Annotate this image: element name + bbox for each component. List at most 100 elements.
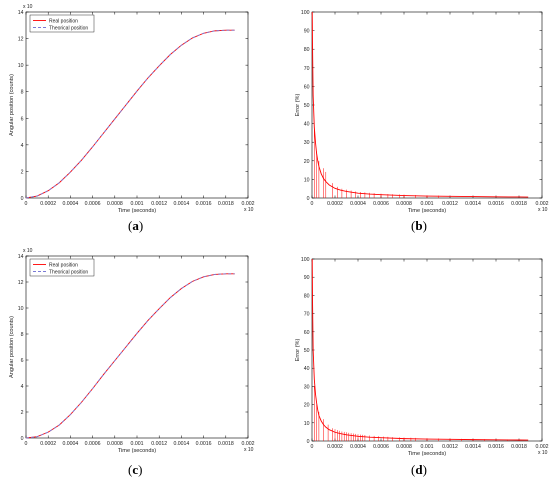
y-tick-label: 50 <box>304 348 310 354</box>
y-tick-label: 0 <box>21 436 24 442</box>
x-tick-label: 0.0006 <box>373 444 389 450</box>
series-line-real <box>311 11 529 198</box>
legend-entry: Theorical position <box>49 25 88 31</box>
y-tick-label: 6 <box>21 116 24 122</box>
x-tick-label: 0.0004 <box>62 201 78 207</box>
y-tick-label: 40 <box>304 366 310 372</box>
x-tick-label: 0 <box>311 201 314 207</box>
x-tick-label: 0 <box>25 441 28 447</box>
chart-d: 0 0.0002 0.0004 0.0006 0.0008 0.001 0.0012 0.00… <box>295 257 549 457</box>
y-tick-label: 20 <box>304 159 310 165</box>
y-exponent-label: x 10 <box>23 4 33 10</box>
x-tick-label: 0.001 <box>421 201 434 207</box>
caption-a: (a) <box>128 218 144 233</box>
chart-b: 0 0.0002 0.0004 0.0006 0.0008 0.001 0.0012 0.00… <box>295 10 549 214</box>
x-tick-label: 0.0018 <box>511 444 527 450</box>
y-tick-label: 10 <box>304 177 310 183</box>
x-tick-label: 0.0016 <box>488 201 504 207</box>
x-tick-label: 0.0008 <box>396 444 412 450</box>
y-tick-label: 2 <box>21 410 24 416</box>
x-tick-label: 0.002 <box>536 201 549 207</box>
x-tick-label: 0.0006 <box>85 201 101 207</box>
legend-entry: Theorical position <box>49 269 88 275</box>
x-exponent-label: x 10 <box>244 447 254 453</box>
caption-d: (d) <box>411 462 427 477</box>
plot-frame <box>25 255 249 439</box>
y-exponent-label: x 10 <box>23 248 33 254</box>
y-tick-label: 80 <box>304 47 310 53</box>
x-tick-label: 0.0002 <box>40 441 56 447</box>
y-tick-label: 60 <box>304 84 310 90</box>
y-tick-label: 2 <box>21 169 24 175</box>
x-tick-label: 0.0018 <box>218 201 234 207</box>
x-axis-label: Time (seconds) <box>118 208 156 214</box>
y-axis-label: Error (%) <box>295 339 301 362</box>
x-tick-label: 0.0002 <box>40 201 56 207</box>
x-tick-label: 0.0004 <box>350 444 366 450</box>
legend-entry: Real position <box>49 262 78 268</box>
y-tick-label: 10 <box>18 63 24 69</box>
y-tick-label: 80 <box>304 293 310 299</box>
y-tick-label: 10 <box>18 306 24 312</box>
series-line-theoretical <box>25 29 235 199</box>
y-tick-label: 60 <box>304 330 310 336</box>
y-tick-label: 14 <box>18 10 24 16</box>
series-line-real <box>25 273 235 439</box>
y-tick-label: 30 <box>304 384 310 390</box>
y-tick-label: 8 <box>21 332 24 338</box>
y-tick-label: 6 <box>21 358 24 364</box>
x-tick-label: 0 <box>311 444 314 450</box>
x-tick-label: 0.0006 <box>373 201 389 207</box>
x-tick-label: 0.0002 <box>327 201 343 207</box>
chart-a: 0 0.0002 0.0004 0.0006 0.0008 0.001 0.0012 0.00… <box>9 4 255 214</box>
x-tick-label: 0.0004 <box>350 201 366 207</box>
y-tick-label: 14 <box>18 254 24 260</box>
legend-entry: Real position <box>49 18 78 24</box>
x-tick-label: 0.0014 <box>173 441 189 447</box>
x-tick-label: 0.0012 <box>151 441 167 447</box>
x-tick-label: 0.0006 <box>85 441 101 447</box>
x-tick-label: 0.001 <box>131 441 144 447</box>
x-tick-label: 0.0012 <box>151 201 167 207</box>
y-tick-label: 0 <box>21 196 24 202</box>
caption-b: (b) <box>411 218 427 233</box>
x-axis-label: Time (seconds) <box>408 208 446 214</box>
y-tick-label: 90 <box>304 29 310 35</box>
x-tick-label: 0.0008 <box>107 201 123 207</box>
x-tick-label: 0.002 <box>242 201 255 207</box>
x-tick-label: 0.002 <box>536 444 549 450</box>
y-tick-label: 70 <box>304 66 310 72</box>
chart-c: 0 0.0002 0.0004 0.0006 0.0008 0.001 0.0012 0.00… <box>9 248 255 454</box>
series-line-theoretical <box>25 273 235 439</box>
x-tick-label: 0.001 <box>131 201 144 207</box>
x-tick-label: 0.002 <box>242 441 255 447</box>
x-axis-label: Time (seconds) <box>408 451 446 457</box>
y-tick-label: 10 <box>304 421 310 427</box>
x-axis-label: Time (seconds) <box>118 448 156 454</box>
plot-frame <box>25 11 249 199</box>
y-tick-label: 12 <box>18 37 24 43</box>
y-tick-label: 70 <box>304 312 310 318</box>
x-tick-label: 0.0014 <box>173 201 189 207</box>
x-tick-label: 0.0014 <box>465 201 481 207</box>
series-line-real <box>311 258 529 441</box>
x-exponent-label: x 10 <box>538 450 548 456</box>
y-axis-label: Angular position (counts) <box>9 316 15 378</box>
y-tick-label: 100 <box>301 257 310 263</box>
plot-frame <box>311 11 543 199</box>
x-tick-label: 0.0012 <box>442 201 458 207</box>
caption-c: (c) <box>128 462 143 477</box>
y-tick-label: 4 <box>21 143 24 149</box>
y-tick-label: 20 <box>304 403 310 409</box>
x-tick-label: 0.001 <box>421 444 434 450</box>
x-tick-label: 0.0004 <box>62 441 78 447</box>
x-tick-label: 0.0016 <box>196 441 212 447</box>
x-tick-label: 0.0016 <box>488 444 504 450</box>
y-tick-label: 30 <box>304 140 310 146</box>
x-tick-label: 0.0008 <box>396 201 412 207</box>
x-tick-label: 0.0012 <box>442 444 458 450</box>
x-tick-label: 0.0016 <box>196 201 212 207</box>
